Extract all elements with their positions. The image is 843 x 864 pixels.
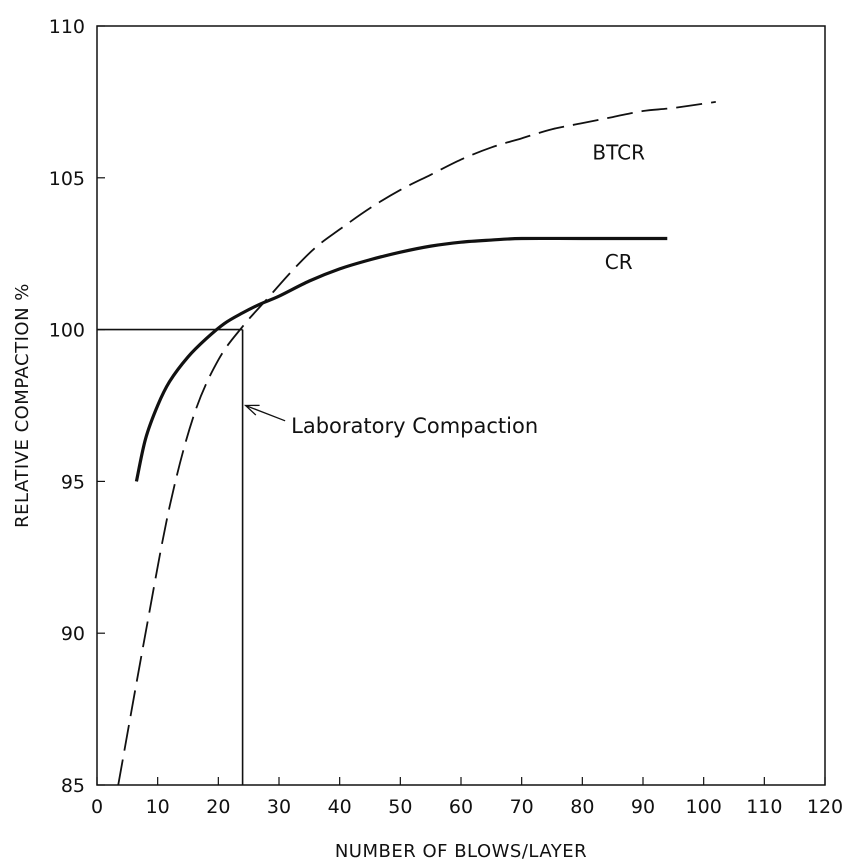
annotation-arrow-head (243, 404, 260, 416)
series-label-btcr: BTCR (592, 141, 645, 165)
y-tick-label: 105 (49, 168, 85, 190)
y-tick-label: 110 (49, 16, 85, 38)
series-label-cr: CR (605, 250, 633, 274)
y-tick-label: 90 (61, 623, 85, 645)
series-line-cr (134, 236, 668, 482)
annotation-arrow-line (245, 404, 286, 422)
y-tick-label: 95 (61, 471, 85, 493)
y-tick-label: 100 (49, 320, 85, 342)
x-tick-label: 50 (388, 796, 412, 818)
x-tick-label: 100 (686, 796, 722, 818)
x-tick-label: 10 (146, 796, 170, 818)
x-tick-label: 90 (631, 796, 655, 818)
x-tick-label: 40 (328, 796, 352, 818)
series-line-btcr (117, 101, 716, 786)
y-axis-title: RELATIVE COMPACTION % (12, 283, 33, 528)
x-axis-title: NUMBER OF BLOWS/LAYER (335, 841, 587, 862)
x-tick-label: 60 (449, 796, 473, 818)
x-tick-label: 70 (510, 796, 534, 818)
plot-frame-group (96, 25, 826, 786)
x-tick-label: 0 (91, 796, 103, 818)
x-tick-label: 80 (570, 796, 594, 818)
x-tick-label: 110 (746, 796, 782, 818)
labels-layer: BTCR CR Laboratory Compaction (243, 141, 645, 438)
x-tick-label: 20 (206, 796, 230, 818)
series-layer (117, 101, 716, 786)
x-tick-label: 120 (807, 796, 843, 818)
ticks-layer: 0 10 20 30 40 50 60 70 80 90 100 110 120 85 90 95 100 105… (49, 16, 843, 818)
reference-lines-layer (97, 328, 244, 785)
x-tick-label: 30 (267, 796, 291, 818)
y-tick-label: 85 (61, 775, 85, 797)
annotation-label: Laboratory Compaction (291, 414, 538, 438)
plot-frame (96, 25, 826, 786)
